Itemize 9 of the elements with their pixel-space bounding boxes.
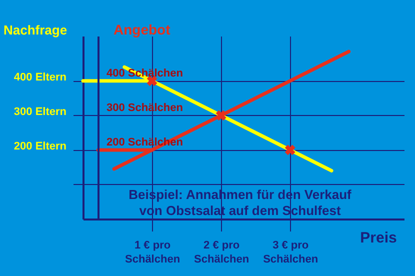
x-axis-title: Preis <box>360 230 397 246</box>
y-tick-label: 200 Eltern <box>14 140 67 152</box>
y-tick-label: 400 Eltern <box>14 71 67 84</box>
y-tick-label: 300 Eltern <box>14 106 67 118</box>
x-tick-label: 2 € pro Schälchen <box>194 240 250 266</box>
y2-axis-title: Angebot <box>114 22 171 38</box>
x-tick-label: 1 € pro Schälchen <box>125 240 180 266</box>
y-axis-title: Nachfrage <box>4 22 68 38</box>
x-tick-label: 3 € pro Schälchen <box>263 240 318 266</box>
